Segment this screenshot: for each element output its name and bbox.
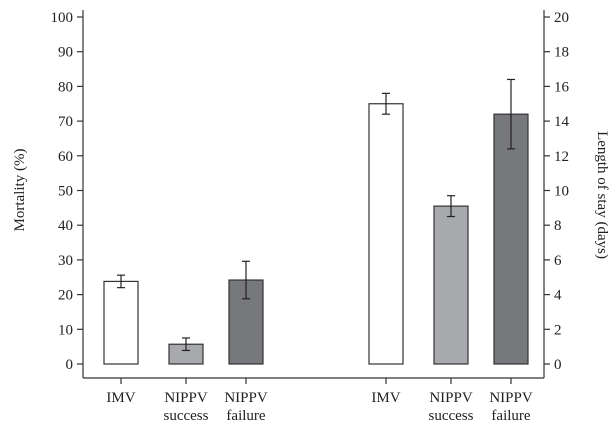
right-tick-label: 14 xyxy=(554,114,570,130)
left-tick-label: 30 xyxy=(58,253,73,269)
left-tick-label: 100 xyxy=(51,10,74,26)
right-tick-label: 20 xyxy=(554,10,569,26)
left-tick-label: 60 xyxy=(58,149,73,165)
right-tick-label: 4 xyxy=(554,288,562,304)
axes-layer xyxy=(77,10,550,384)
category-label: NIPPV xyxy=(489,390,533,406)
category-label: IMV xyxy=(106,390,135,406)
right-tick-label: 16 xyxy=(554,79,570,95)
right-tick-label: 2 xyxy=(554,322,562,338)
left-tick-label: 10 xyxy=(58,322,73,338)
left-tick-label: 80 xyxy=(58,79,73,95)
category-label: success xyxy=(429,408,474,424)
category-label: IMV xyxy=(371,390,400,406)
left-tick-label: 70 xyxy=(58,114,73,130)
category-label: success xyxy=(164,408,209,424)
category-label: NIPPV xyxy=(164,390,208,406)
right-tick-label: 18 xyxy=(554,45,569,61)
bar xyxy=(434,206,468,364)
bar xyxy=(104,281,138,364)
category-label: NIPPV xyxy=(429,390,473,406)
bar xyxy=(369,104,403,364)
right-tick-label: 10 xyxy=(554,184,569,200)
right-tick-label: 6 xyxy=(554,253,562,269)
bars-layer xyxy=(104,79,528,364)
left-tick-label: 90 xyxy=(58,45,73,61)
right-tick-label: 0 xyxy=(554,357,562,373)
category-label: failure xyxy=(491,408,530,424)
right-tick-label: 8 xyxy=(554,218,562,234)
left-tick-label: 40 xyxy=(58,218,73,234)
right-tick-label: 12 xyxy=(554,149,569,165)
left-axis-title: Mortality (%) xyxy=(12,149,28,232)
category-label: NIPPV xyxy=(224,390,268,406)
left-tick-label: 50 xyxy=(58,184,73,200)
left-tick-label: 0 xyxy=(66,357,74,373)
category-label: failure xyxy=(226,408,265,424)
left-tick-label: 20 xyxy=(58,288,73,304)
right-axis-title: Length of stay (days) xyxy=(594,131,610,259)
bar xyxy=(494,114,528,364)
